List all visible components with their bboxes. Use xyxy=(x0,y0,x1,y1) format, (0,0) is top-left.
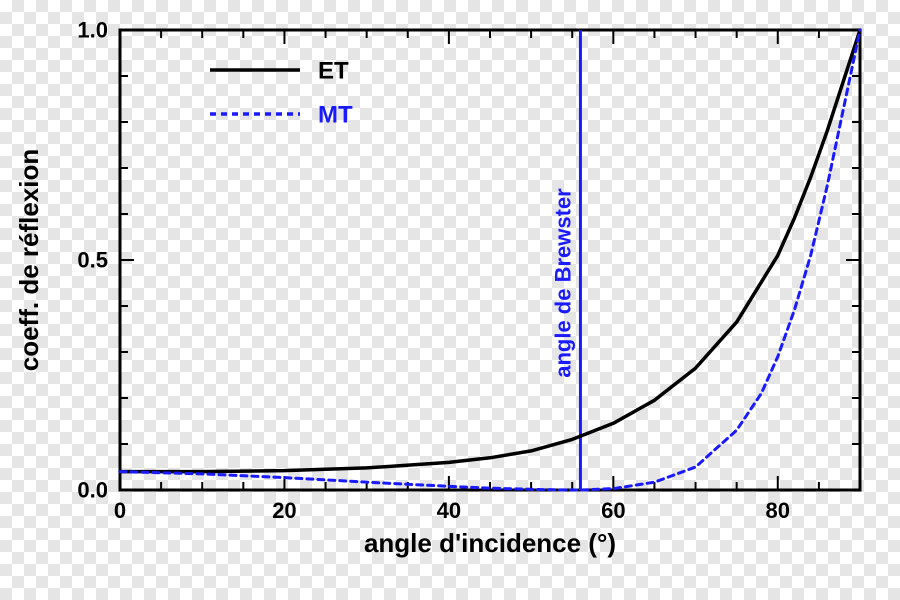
x-axis-label: angle d'incidence (°) xyxy=(364,528,616,558)
brewster-label: angle de Brewster xyxy=(550,188,575,378)
x-tick-label: 40 xyxy=(437,498,461,523)
x-ticks: 0 20 40 60 80 xyxy=(114,30,860,523)
x-tick-label: 0 xyxy=(114,498,126,523)
x-tick-label: 60 xyxy=(601,498,625,523)
plot-border xyxy=(120,30,860,490)
legend: ET MT xyxy=(210,57,353,128)
x-tick-label: 80 xyxy=(766,498,790,523)
reflection-chart: 0 20 40 60 80 0.0 0.5 1.0 angle d'incidence (°) c… xyxy=(0,0,900,600)
legend-label-et: ET xyxy=(318,57,349,84)
chart-container: 0 20 40 60 80 0.0 0.5 1.0 angle d'incidence (°) c… xyxy=(0,0,900,600)
y-ticks: 0.0 0.5 1.0 xyxy=(77,18,860,503)
y-tick-label: 1.0 xyxy=(77,18,108,43)
series-mt xyxy=(120,30,860,490)
legend-label-mt: MT xyxy=(318,101,353,128)
y-axis-label: coeff. de réflexion xyxy=(14,149,44,372)
y-tick-label: 0.0 xyxy=(77,478,108,503)
x-tick-label: 20 xyxy=(272,498,296,523)
series-et xyxy=(120,30,860,472)
y-tick-label: 0.5 xyxy=(77,248,108,273)
